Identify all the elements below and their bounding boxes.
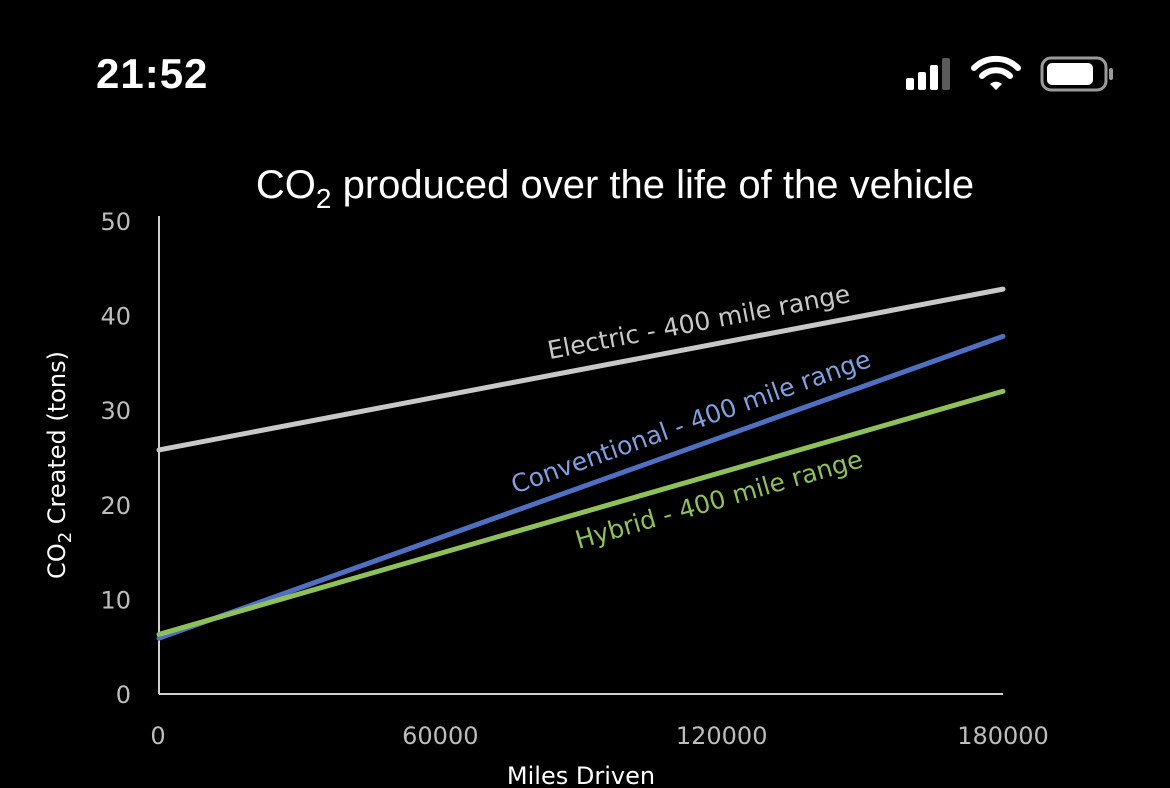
x-tick-label: 120000: [676, 722, 768, 750]
series-lines: [156, 286, 1006, 641]
wifi-icon: [971, 55, 1021, 90]
chart-title: CO2 produced over the life of the vehicl…: [256, 163, 974, 214]
x-axis-label: Miles Driven: [507, 762, 655, 788]
y-tick-labels: 0 10 20 30 40 50: [100, 208, 131, 709]
status-icons: [906, 55, 1113, 92]
x-tick-label: 0: [150, 722, 165, 750]
cellular-signal-icon: [906, 58, 950, 90]
y-tick-label: 20: [100, 492, 131, 520]
series-line-hybrid: [156, 388, 1006, 637]
y-axis-label: CO2 Created (tons): [43, 351, 76, 579]
series-label-electric: Electric - 400 mile range: [545, 279, 852, 365]
series-line-conventional: [156, 333, 1006, 641]
y-tick-label: 0: [116, 681, 131, 709]
y-tick-label: 40: [100, 303, 131, 331]
co2-chart: CO2 produced over the life of the vehicl…: [43, 163, 1049, 788]
x-tick-labels: 0 60000 120000 180000: [150, 722, 1048, 750]
status-bar: 21:52: [0, 0, 1170, 120]
x-tick-label: 60000: [402, 722, 478, 750]
y-tick-label: 50: [100, 208, 131, 236]
status-time: 21:52: [96, 50, 209, 97]
y-tick-label: 30: [100, 397, 131, 425]
x-tick-label: 180000: [957, 722, 1049, 750]
y-axis-label-subscript: 2: [55, 532, 76, 543]
chart-title-subscript: 2: [316, 183, 332, 214]
battery-icon: [1040, 56, 1113, 92]
series-line-electric: [156, 286, 1006, 453]
y-tick-label: 10: [100, 586, 131, 614]
